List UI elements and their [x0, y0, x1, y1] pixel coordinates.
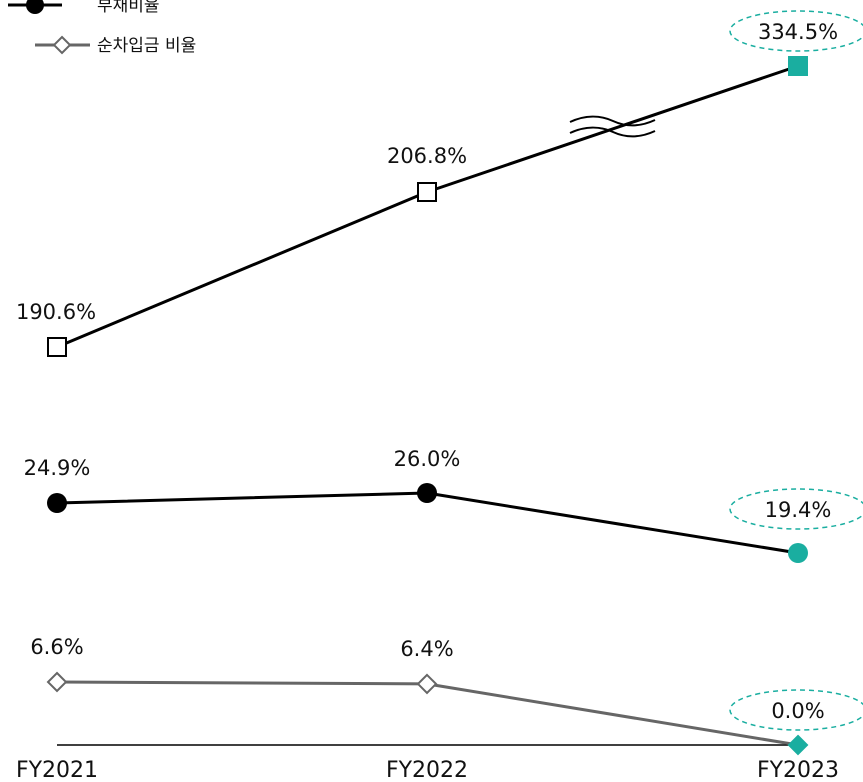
- data-point-liab: [788, 543, 808, 563]
- data-point-liab: [417, 483, 437, 503]
- series-line-debt: [56, 64, 799, 349]
- highlight-ellipse: [729, 488, 863, 530]
- x-tick-label: FY2021: [16, 758, 98, 782]
- data-label-net: 6.6%: [30, 635, 83, 659]
- data-point-debt: [788, 56, 808, 76]
- data-point-liab: [47, 493, 67, 513]
- legend-marker-liab: [26, 0, 44, 14]
- data-label-net: 0.0%: [771, 699, 824, 723]
- data-point-debt: [47, 337, 67, 357]
- legend-marker-net: [52, 35, 72, 55]
- legend-label-net: 순차입금 비율: [97, 36, 196, 56]
- data-point-net: [46, 671, 68, 693]
- axis-break-icon: [569, 115, 656, 138]
- data-point-debt: [417, 182, 437, 202]
- data-label-liab: 19.4%: [765, 498, 832, 522]
- data-label-net: 6.4%: [400, 637, 453, 661]
- data-point-net: [787, 734, 809, 756]
- plot-area: 190.6% 206.8% 334.5% 24.9% 26.0% 19.4% 6.6% 6.4…: [16, 10, 863, 756]
- legend: 부채비율 순차입금 비율: [8, 0, 196, 56]
- highlight-ellipse: [729, 10, 863, 52]
- data-label-debt: 206.8%: [387, 144, 467, 168]
- data-point-net: [416, 673, 438, 695]
- data-label-debt: 334.5%: [758, 20, 838, 44]
- highlight-ellipse: [729, 689, 863, 731]
- legend-label-liab: 부채비율: [97, 0, 160, 16]
- data-label-liab: 24.9%: [24, 456, 91, 480]
- data-label-liab: 26.0%: [394, 447, 461, 471]
- x-tick-label: FY2022: [386, 758, 468, 782]
- data-label-debt: 190.6%: [16, 300, 96, 324]
- x-tick-label: FY2023: [757, 758, 839, 782]
